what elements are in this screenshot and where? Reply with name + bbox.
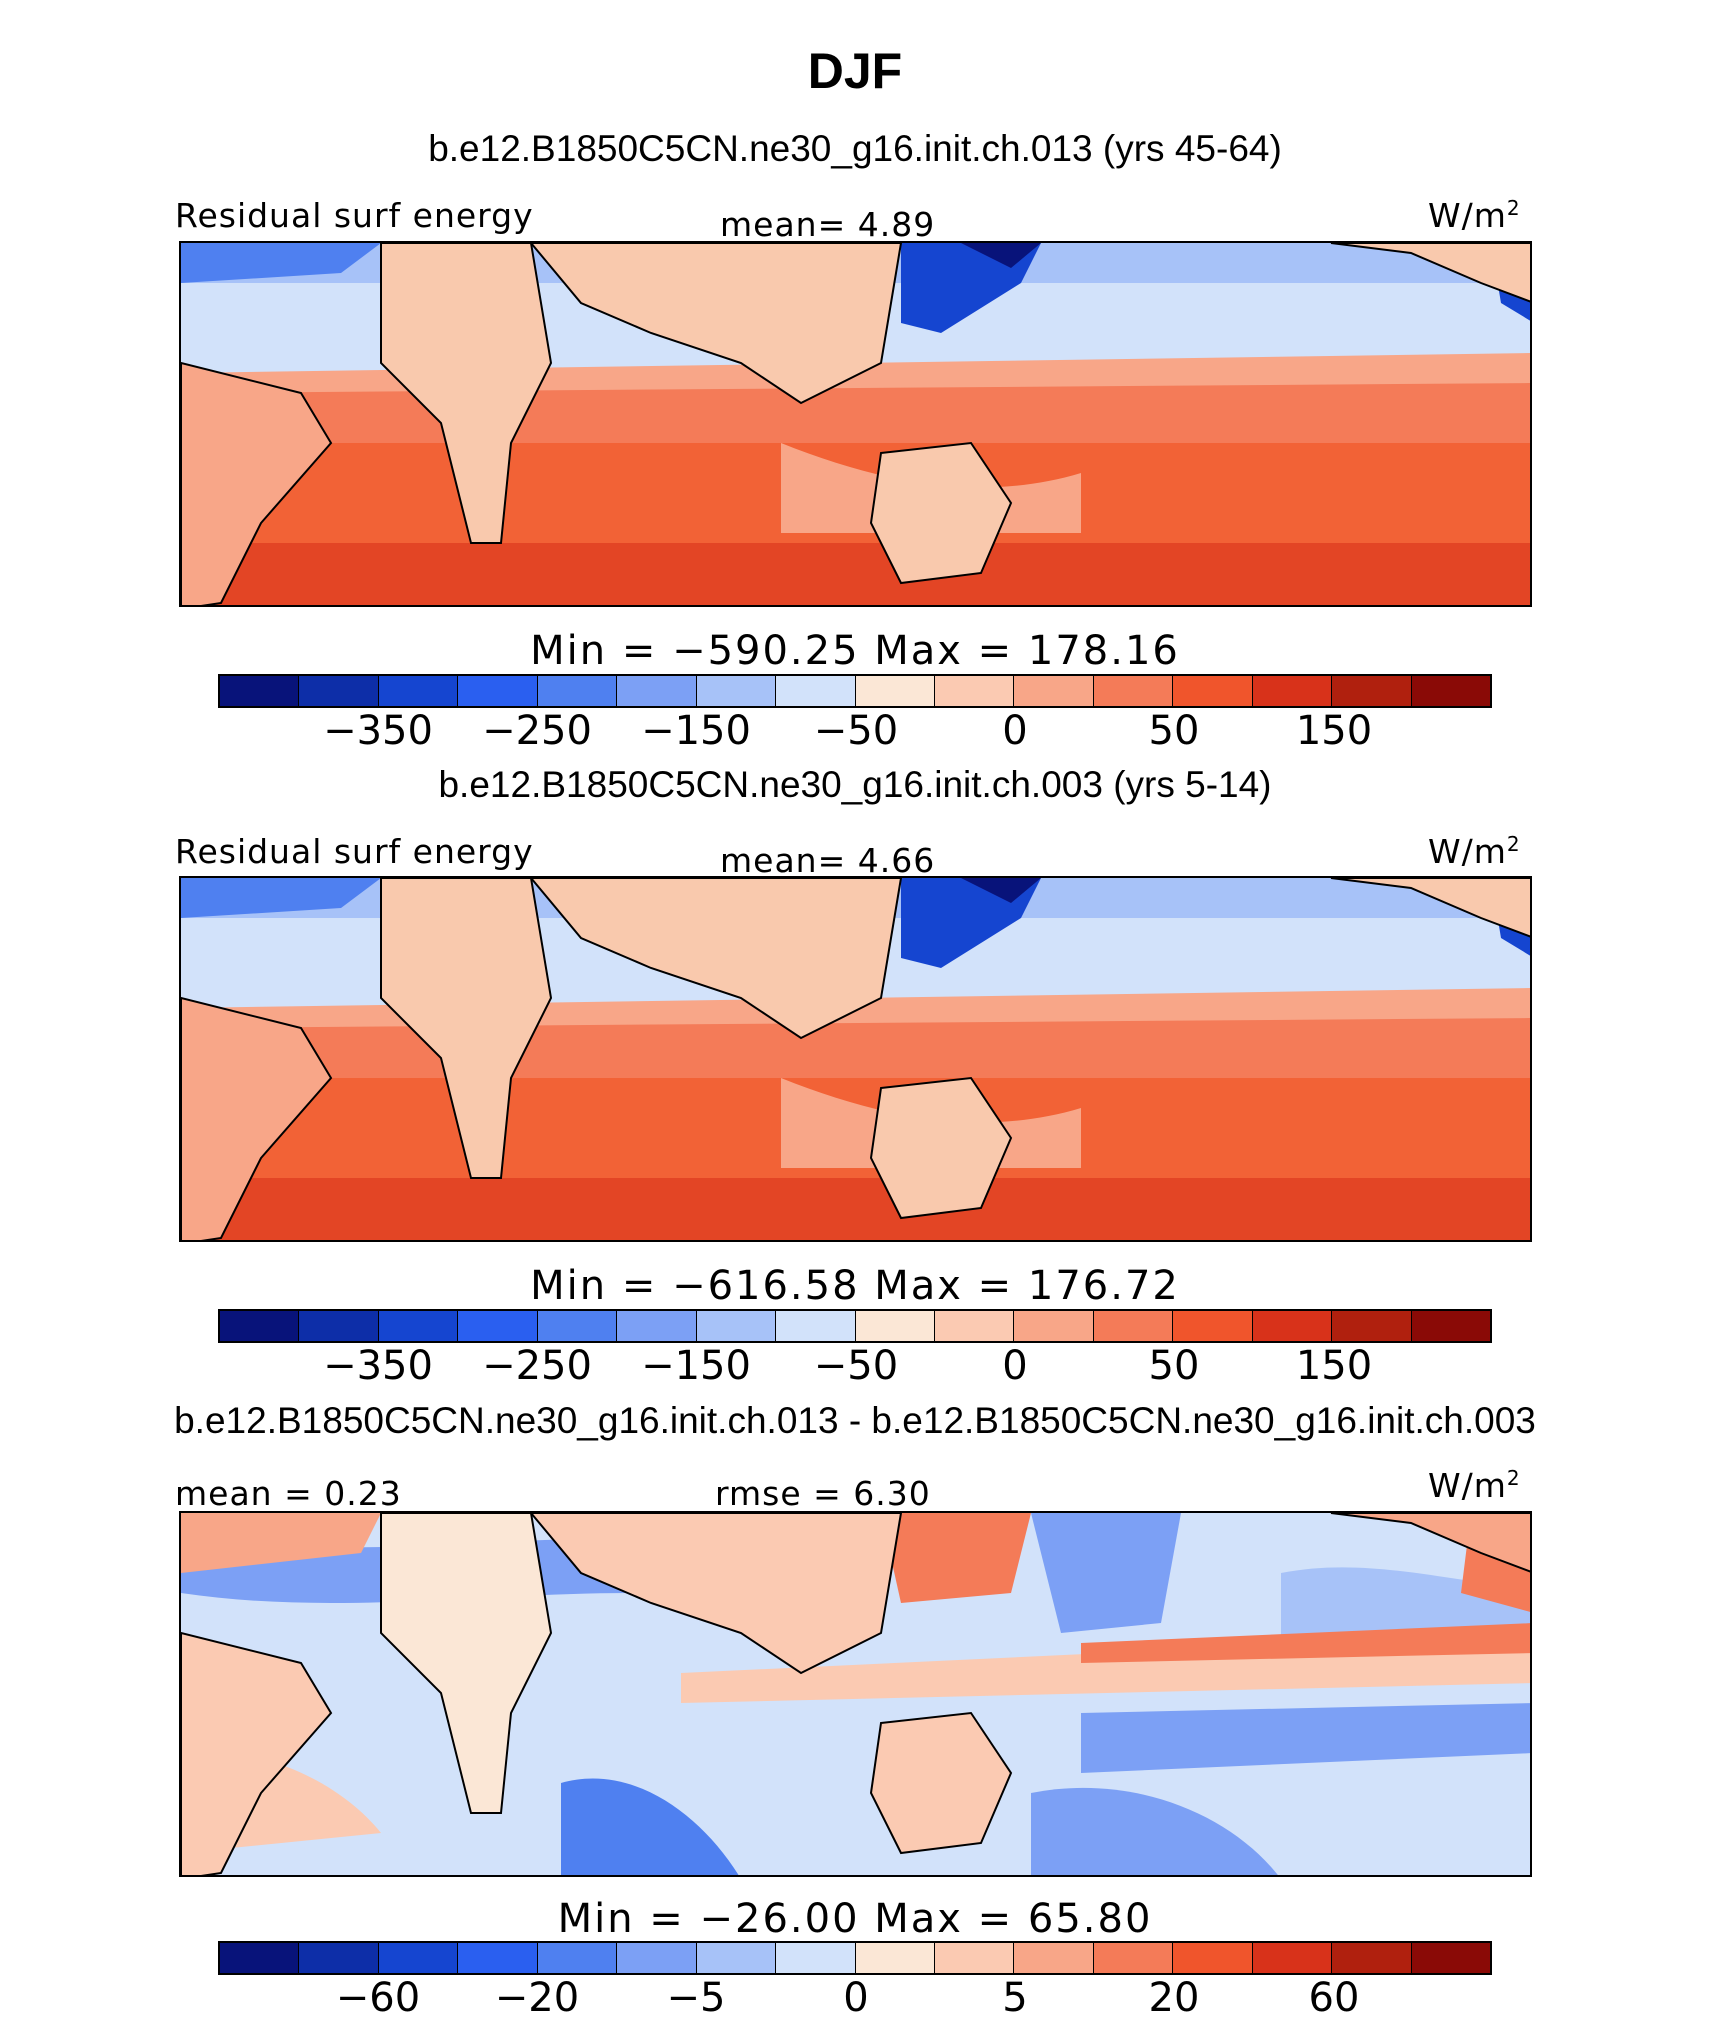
panel-1-minmax: Min = −590.25 Max = 178.16 [530,628,1180,674]
colorbar-bin [1332,676,1412,706]
colorbar-bin [617,1943,697,1973]
panel-3-tick: −5 [666,1975,726,2021]
colorbar-bin [220,1943,300,1973]
colorbar-bin [537,676,618,706]
panel-1-variable-label: Residual surf energy [175,196,534,235]
colorbar-bin [617,676,697,706]
colorbar-bin [776,1311,856,1341]
colorbar-bin [1093,1311,1174,1341]
colorbar-bin [299,676,379,706]
colorbar-bin [776,676,856,706]
panel-3-rmse-label: rmse = 6.30 [715,1474,931,1513]
panel-3-units-label: W/m2 [1428,1466,1521,1505]
colorbar-bin [537,1943,618,1973]
panel-3-tick: 60 [1308,1975,1360,2021]
colorbar-bin [1332,1311,1412,1341]
panel-2-map [179,876,1532,1242]
panel-2-minmax: Min = −616.58 Max = 176.72 [530,1263,1180,1309]
panel-2-map-field [181,878,1530,1240]
colorbar-bin [1093,676,1174,706]
colorbar-bin [1173,1943,1253,1973]
panel-3-tick: 20 [1148,1975,1200,2021]
panel-1-units-label: W/m2 [1428,196,1521,235]
panel-1-map [179,241,1532,607]
panel-2-tick: −150 [641,1343,751,1389]
colorbar-bin [1411,1943,1490,1973]
colorbar-bin [617,1311,697,1341]
panel-2-tick: −250 [482,1343,592,1389]
colorbar-bin [855,1311,935,1341]
colorbar-bin [855,676,935,706]
panel-1-colorbar [218,674,1492,708]
figure-title: DJF [807,43,903,99]
colorbar-bin [934,1943,1015,1973]
colorbar-bin [934,676,1015,706]
panel-3-tick: −20 [494,1975,580,2021]
colorbar-bin [378,676,459,706]
colorbar-bin [1173,676,1253,706]
panel-3-tick: 0 [843,1975,869,2021]
colorbar-bin [299,1943,379,1973]
panel-1-tick: 150 [1295,708,1373,754]
colorbar-bin [1014,676,1094,706]
panel-3-tick: 5 [1002,1975,1028,2021]
panel-3-map-field [181,1513,1530,1875]
colorbar-bin [696,676,777,706]
panel-1-mean-label: mean= 4.89 [720,205,936,244]
panel-3-map [179,1511,1532,1877]
colorbar-bin [458,676,538,706]
panel-3-subtitle: b.e12.B1850C5CN.ne30_g16.init.ch.013 - b… [174,1400,1536,1441]
colorbar-bin [458,1943,538,1973]
panel-2-mean-label: mean= 4.66 [720,841,936,880]
colorbar-bin [1332,1943,1412,1973]
colorbar-bin [299,1311,379,1341]
panel-2-tick: −50 [813,1343,899,1389]
panel-2-tick: 50 [1148,1343,1200,1389]
panel-2-units-label: W/m2 [1428,832,1521,871]
panel-2-variable-label: Residual surf energy [175,832,534,871]
panel-1-tick: 50 [1148,708,1200,754]
panel-1-tick: −350 [323,708,433,754]
panel-2-tick: −350 [323,1343,433,1389]
panel-2-tick: 150 [1295,1343,1373,1389]
colorbar-bin [378,1311,459,1341]
panel-2-subtitle: b.e12.B1850C5CN.ne30_g16.init.ch.003 (yr… [438,764,1272,805]
colorbar-bin [1411,676,1490,706]
panel-3-minmax: Min = −26.00 Max = 65.80 [557,1896,1153,1942]
colorbar-bin [696,1943,777,1973]
panel-2-colorbar [218,1309,1492,1343]
colorbar-bin [537,1311,618,1341]
colorbar-bin [378,1943,459,1973]
colorbar-bin [1173,1311,1253,1341]
colorbar-bin [1093,1943,1174,1973]
panel-1-map-field [181,243,1530,605]
panel-3-colorbar [218,1941,1492,1975]
colorbar-bin [696,1311,777,1341]
colorbar-bin [1411,1311,1490,1341]
panel-3-tick: −60 [335,1975,421,2021]
colorbar-bin [1252,676,1333,706]
colorbar-bin [1252,1311,1333,1341]
panel-1-tick: 0 [1002,708,1028,754]
colorbar-bin [1014,1943,1094,1973]
colorbar-bin [458,1311,538,1341]
colorbar-bin [855,1943,935,1973]
colorbar-bin [1014,1311,1094,1341]
panel-2-tick: 0 [1002,1343,1028,1389]
panel-1-subtitle: b.e12.B1850C5CN.ne30_g16.init.ch.013 (yr… [428,128,1282,169]
panel-1-tick: −50 [813,708,899,754]
panel-1-tick: −250 [482,708,592,754]
colorbar-bin [776,1943,856,1973]
panel-3-mean-label: mean = 0.23 [175,1474,402,1513]
colorbar-bin [220,1311,300,1341]
colorbar-bin [220,676,300,706]
colorbar-bin [934,1311,1015,1341]
panel-1-tick: −150 [641,708,751,754]
colorbar-bin [1252,1943,1333,1973]
